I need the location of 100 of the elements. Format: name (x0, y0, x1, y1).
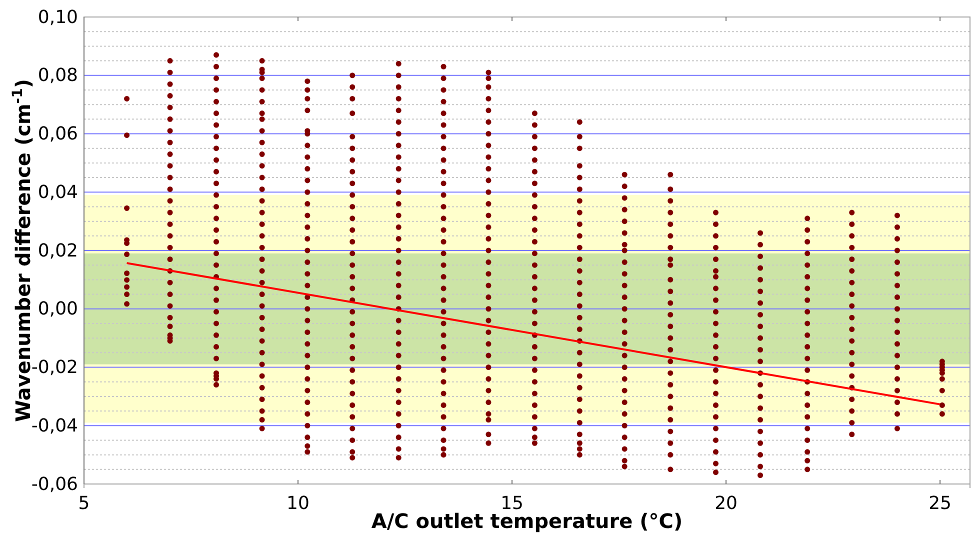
point (396, 352, 402, 358)
point (668, 428, 674, 434)
point (758, 230, 764, 236)
point (213, 168, 220, 174)
point (396, 388, 402, 394)
point (668, 300, 674, 306)
point (350, 309, 356, 315)
point (758, 324, 764, 330)
point (758, 346, 764, 352)
point (350, 286, 356, 292)
point (712, 344, 719, 350)
point (396, 376, 402, 382)
point (622, 364, 628, 370)
point (576, 446, 582, 452)
point (440, 122, 446, 128)
point (167, 233, 173, 239)
point (396, 236, 402, 242)
point (849, 432, 855, 438)
point (213, 250, 220, 256)
point (804, 332, 810, 338)
point (213, 180, 220, 186)
point (576, 420, 582, 426)
point (712, 286, 719, 292)
point (440, 274, 446, 280)
point (259, 151, 265, 157)
point (576, 146, 582, 152)
point (167, 104, 173, 110)
point (894, 329, 900, 335)
point (440, 216, 446, 222)
point (486, 376, 492, 382)
x-tick-label: 25 (928, 493, 952, 514)
point (939, 376, 945, 382)
point (167, 280, 173, 286)
point (894, 411, 900, 417)
point (668, 324, 674, 330)
point (350, 356, 356, 362)
point (396, 341, 402, 347)
point (486, 142, 492, 148)
point (532, 414, 538, 420)
point (849, 396, 855, 402)
point (758, 440, 764, 446)
point (576, 244, 582, 250)
point (668, 358, 674, 364)
point (440, 250, 446, 256)
point (259, 128, 265, 134)
point (849, 408, 855, 414)
point (304, 388, 310, 394)
point (440, 146, 446, 152)
point (849, 362, 855, 368)
point (259, 174, 265, 180)
point (894, 282, 900, 288)
point (486, 411, 492, 417)
point (849, 314, 855, 320)
point (668, 370, 674, 376)
point (804, 320, 810, 326)
point (668, 244, 674, 250)
point (939, 402, 945, 408)
point (396, 166, 402, 172)
point (532, 122, 538, 128)
point (712, 320, 719, 326)
point (259, 244, 265, 250)
point (304, 449, 310, 455)
point (758, 312, 764, 318)
point (440, 98, 446, 104)
point (576, 326, 582, 332)
y-tick-label: -0,06 (31, 474, 78, 495)
point (486, 282, 492, 288)
point (396, 154, 402, 160)
point (396, 318, 402, 324)
point (804, 390, 810, 396)
point (213, 134, 220, 140)
point (304, 400, 310, 406)
point (259, 186, 265, 192)
point (668, 221, 674, 227)
y-tick-label: 0,04 (38, 182, 78, 203)
point (350, 96, 356, 102)
point (304, 236, 310, 242)
point (124, 96, 130, 102)
point (350, 192, 356, 198)
point (440, 76, 446, 82)
point (259, 140, 265, 146)
point (304, 422, 310, 428)
point (576, 408, 582, 414)
point (849, 420, 855, 426)
point (894, 306, 900, 312)
point (304, 271, 310, 277)
point (213, 52, 220, 58)
point (304, 443, 310, 449)
point (622, 306, 628, 312)
point (440, 180, 446, 186)
y-tick-label: 0,06 (38, 124, 78, 145)
point (894, 388, 900, 394)
point (350, 320, 356, 326)
point (440, 64, 446, 70)
point (259, 233, 265, 239)
point (259, 268, 265, 274)
point (622, 464, 628, 470)
point (440, 426, 446, 432)
point (396, 400, 402, 406)
point (213, 356, 220, 362)
